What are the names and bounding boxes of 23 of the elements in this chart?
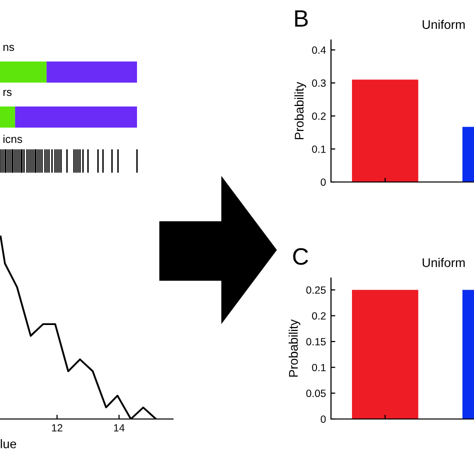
- y-tick-label: 0.25: [306, 286, 326, 294]
- y-tick-label: 0: [320, 178, 326, 186]
- x-axis-title: lue: [0, 439, 16, 448]
- y-tick-label: 0.2: [312, 312, 326, 320]
- y-tick-label: 0.1: [312, 145, 326, 153]
- text: icns: [3, 134, 22, 143]
- chart-title: Uniform: [422, 20, 465, 30]
- y-axis-title: Probability: [288, 319, 300, 377]
- y-tick-label: 0.15: [306, 338, 326, 346]
- y-tick-label: 0.1: [312, 364, 326, 372]
- text: C: [293, 248, 308, 265]
- y-tick-label: rs: [3, 90, 12, 96]
- y-tick-label: 0: [320, 416, 326, 423]
- y-tick-label: 0.4: [312, 46, 326, 54]
- y-tick-label: 0.05: [306, 390, 326, 398]
- x-tick-label: 12: [52, 424, 62, 432]
- x-tick-label: 14: [114, 424, 125, 432]
- y-axis-title: Probability: [294, 82, 306, 140]
- y-tick-label: ns: [3, 44, 14, 51]
- y-tick-label: 0.3: [312, 79, 326, 87]
- y-tick-label: 0.2: [312, 112, 326, 120]
- text: B: [295, 10, 308, 27]
- chart-title: Uniform: [422, 258, 465, 268]
